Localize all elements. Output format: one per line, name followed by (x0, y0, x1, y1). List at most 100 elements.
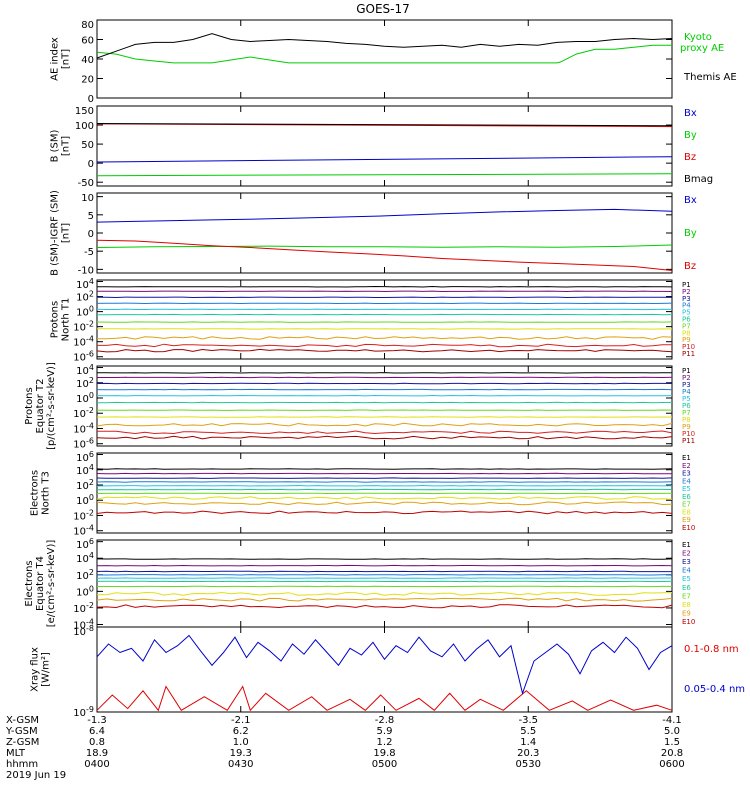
panel-2: -50 0 50 100 150 B (SM)[nT] Bx By Bz Bmag (50, 105, 713, 189)
y-tick-label: 10-4 (73, 335, 94, 349)
channel-line (96, 435, 673, 440)
y-tick-label: 20 (81, 75, 94, 86)
y-axis-label: AE index[nT] (50, 37, 72, 81)
y-tick-label: 100 (75, 121, 94, 132)
channel-line (96, 570, 672, 573)
y-tick-label: -5 (84, 247, 94, 258)
channel-line (96, 558, 673, 560)
legend-entry: P6 (682, 402, 691, 410)
legend-entry: P1 (682, 281, 691, 289)
x-axis-value: 0.8 (89, 737, 105, 748)
x-axis-row-label: Y-GSM (5, 726, 38, 737)
y-tick-label: 10-2 (73, 508, 94, 522)
y-tick-label: 100 (76, 391, 94, 405)
y-tick-label: 100 (76, 305, 94, 319)
channel-line (96, 416, 673, 418)
x-axis-value: 0430 (228, 759, 253, 770)
y-axis-label: ProtonsEquator T2[p/(cm²-s-sr-keV)] (24, 362, 57, 450)
channel-line (96, 401, 673, 404)
x-axis-value: 0600 (659, 759, 684, 770)
channel-line (96, 481, 673, 483)
series-line (96, 44, 672, 64)
x-axis-value: 18.9 (86, 748, 108, 759)
legend-entry: 0.05-0.4 nm (684, 684, 745, 695)
x-axis-row-hhmm: hhmm 0400 0430 0500 0530 0600 (6, 759, 685, 770)
y-tick-label: 102 (76, 376, 94, 390)
y-axis-label: B (SM)[nT] (50, 129, 72, 162)
legend-entry: E3 (682, 470, 691, 478)
panel-frame (96, 19, 673, 99)
y-tick-label: 10-6 (73, 437, 94, 451)
y-tick-label: 10-2 (73, 320, 94, 334)
channel-line (96, 308, 673, 311)
legend-entry: E8 (682, 508, 691, 516)
channel-line (96, 510, 673, 515)
legend-entry: E10 (682, 618, 695, 626)
legend-entry: E9 (682, 516, 691, 524)
y-axis-label: Xray flux[W/m²] (30, 647, 52, 692)
x-axis-value: -2.8 (375, 715, 395, 726)
legend-entry: P1 (682, 367, 691, 375)
legend-entry: E2 (682, 550, 691, 558)
legend-entry: E7 (682, 501, 691, 509)
legend-entry: Themis AE (683, 72, 737, 83)
x-axis-value: 1.4 (520, 737, 536, 748)
y-tick-label: -10 (78, 265, 94, 276)
date-label: 2019 Jun 19 (6, 770, 66, 781)
y-tick-label: 10-4 (73, 421, 94, 435)
legend-entry: 0.1-0.8 nm (684, 644, 739, 655)
legend-entry: P5 (682, 309, 691, 317)
legend-entry: Bz (684, 261, 696, 272)
x-axis-value: 1.0 (233, 737, 249, 748)
series-line (96, 156, 673, 163)
y-tick-label: 80 (81, 20, 94, 31)
channel-line (97, 285, 673, 288)
y-tick-label: 5 (88, 211, 94, 222)
y-tick-label: 40 (81, 55, 94, 66)
legend-entry: E1 (682, 541, 691, 549)
legend-entry: P11 (682, 437, 695, 445)
legend-entry: P2 (682, 288, 691, 296)
x-axis-row-mlt: MLT 18.9 19.3 19.8 20.3 20.8 (6, 748, 683, 759)
channel-line (96, 484, 673, 487)
y-tick-label: 0 (88, 229, 94, 240)
y-tick-label: 106 (76, 537, 94, 551)
x-axis-value: 5.5 (520, 726, 536, 737)
channel-line (96, 348, 673, 353)
channel-line (96, 477, 673, 479)
legend-entry: P4 (682, 388, 691, 396)
legend-entry: E6 (682, 584, 691, 592)
legend-entry: E4 (682, 477, 691, 485)
legend-entry: E3 (682, 558, 691, 566)
legend-entry: E5 (682, 575, 691, 583)
channel-line (96, 430, 673, 435)
legend-entry: By (684, 130, 697, 141)
legend-entry: P3 (682, 295, 691, 303)
legend-entry: P10 (682, 430, 695, 438)
legend-entry: P9 (682, 423, 691, 431)
x-axis-value: 5.0 (664, 726, 680, 737)
series-line (96, 634, 673, 696)
channel-line (97, 372, 672, 374)
legend: Bx By Bz (684, 195, 697, 272)
legend: 0.1-0.8 nm 0.05-0.4 nm (684, 644, 745, 695)
legend-entry: E10 (682, 524, 695, 532)
y-axis-label: ElectronsNorth T3 (30, 470, 52, 516)
legend-entry: E6 (682, 493, 691, 501)
legend-entry: P9 (682, 336, 691, 344)
series-line (96, 244, 673, 248)
legend-entry: Bmag (684, 174, 713, 185)
legend-entry: P4 (682, 302, 691, 310)
legend-entry: P10 (682, 343, 695, 351)
x-axis-value: 19.8 (373, 748, 395, 759)
x-axis-value: -1.3 (87, 715, 107, 726)
channel-line (97, 336, 673, 340)
x-axis-row-label: MLT (6, 748, 26, 759)
channel-line (96, 591, 673, 596)
y-tick-label: 0 (88, 159, 94, 170)
x-axis-value: 6.4 (89, 726, 105, 737)
y-tick-label: 150 (75, 106, 94, 117)
